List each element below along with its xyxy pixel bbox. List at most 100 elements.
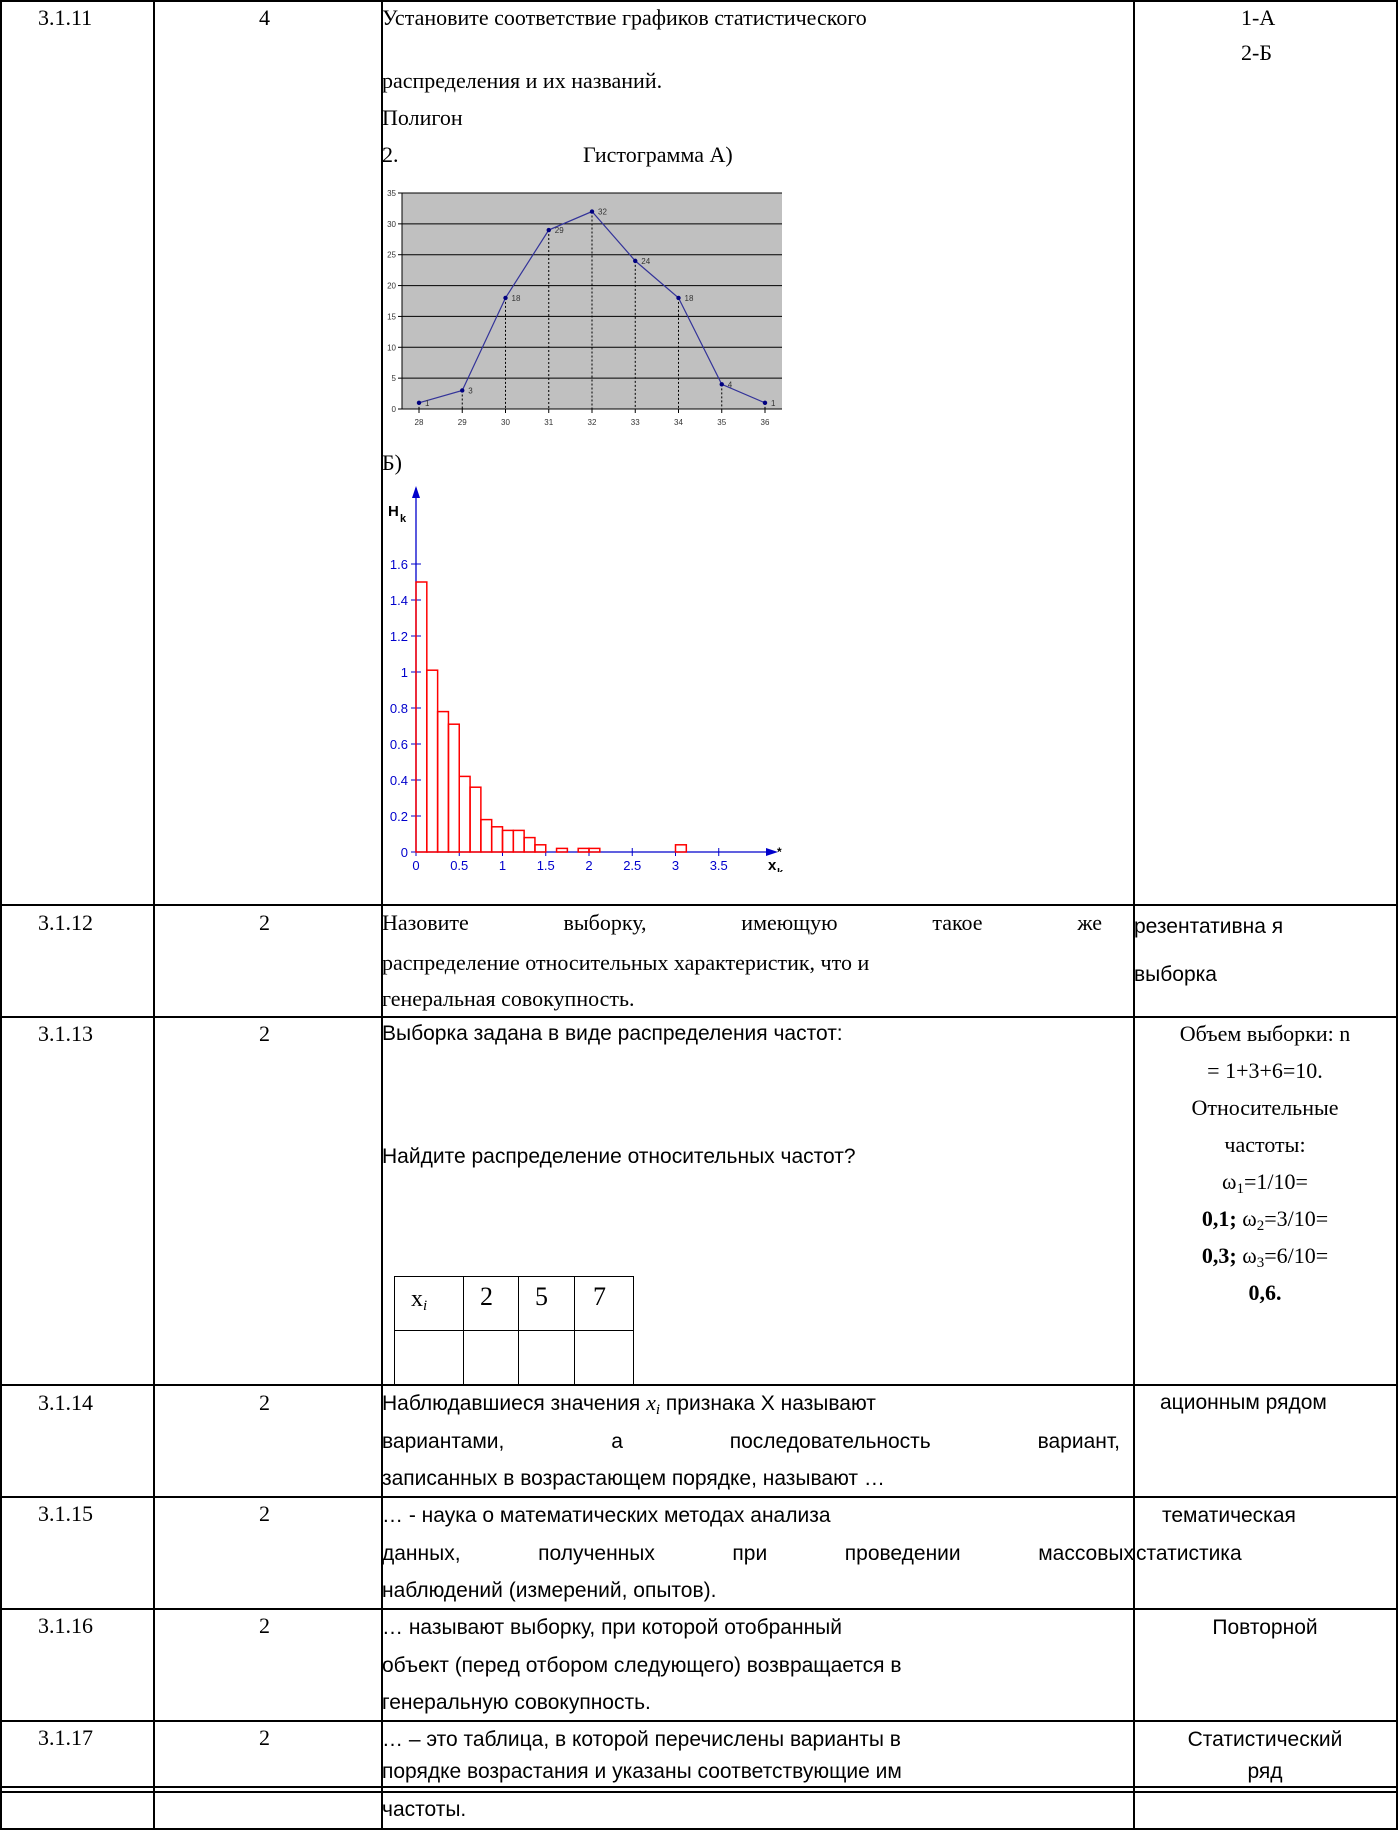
- question-line: Назовите выборку, имеющую такое же: [382, 910, 1102, 936]
- data-point: [720, 382, 724, 386]
- y-axis-arrow: [412, 486, 420, 498]
- data-point: [633, 259, 637, 263]
- histogram-bar: [448, 724, 459, 852]
- histogram-bar: [503, 830, 514, 852]
- y-tick-label: 5: [392, 374, 397, 383]
- question-line: наблюдений (измерений, опытов).: [382, 1578, 716, 1604]
- row-number: 3.1.13: [38, 1021, 93, 1047]
- question-line: Выборка задана в виде распределения част…: [382, 1021, 843, 1047]
- answer-line: резентативна я: [1134, 914, 1283, 940]
- question-line: частоты.: [382, 1797, 466, 1823]
- y-tick-label: 0.8: [390, 701, 408, 716]
- histogram-bar: [676, 845, 687, 852]
- histogram-bar: [416, 582, 427, 852]
- x-tick-label: 2: [585, 858, 592, 872]
- data-label: 18: [512, 294, 521, 303]
- question-line: Полигон: [382, 105, 463, 131]
- x-tick-label: 34: [674, 418, 683, 427]
- histogram-bar: [492, 827, 503, 852]
- histogram-bar: [535, 845, 546, 852]
- data-point: [763, 401, 767, 405]
- row-points: 2: [259, 1725, 270, 1751]
- answer-line: 1-А: [1241, 5, 1275, 31]
- answer-line: Относительные: [1134, 1095, 1396, 1121]
- answer-line: 0,3; ω3=6/10=: [1134, 1243, 1396, 1276]
- row-points: 2: [259, 1613, 270, 1639]
- frequency-table: xi 2 5 7: [394, 1276, 634, 1384]
- freq-value: 2: [480, 1284, 493, 1310]
- question-line: Найдите распределение относительных част…: [382, 1144, 856, 1170]
- data-label: 3: [468, 386, 473, 395]
- x-tick-label: 30: [501, 418, 510, 427]
- histogram-bar: [459, 776, 470, 852]
- answer-line: Статистический: [1134, 1727, 1396, 1753]
- grid-line: [0, 0, 1398, 2]
- row-points: 4: [259, 5, 270, 31]
- x-tick-label: 0.5: [450, 858, 468, 872]
- answer-line: частоты:: [1134, 1132, 1396, 1158]
- question-line: … – это таблица, в которой перечислены в…: [382, 1727, 901, 1753]
- data-point: [547, 228, 551, 232]
- y-axis-label: H: [388, 503, 399, 520]
- row-points: 2: [259, 1021, 270, 1047]
- y-tick-label: 0: [392, 405, 397, 414]
- grid-line: [0, 904, 1398, 906]
- row-points: 2: [259, 1390, 270, 1416]
- y-tick-label: 0.6: [390, 737, 408, 752]
- question-line: распределение относительных характеристи…: [382, 950, 869, 976]
- x-tick-label: 32: [588, 418, 597, 427]
- x-tick-label: 3: [672, 858, 679, 872]
- y-tick-label: 1.2: [390, 629, 408, 644]
- grid-line: [0, 0, 2, 1830]
- answer-line: выборка: [1134, 962, 1217, 988]
- data-point: [676, 296, 680, 300]
- data-point: [590, 209, 594, 213]
- question-line: порядке возрастания и указаны соответств…: [382, 1759, 902, 1785]
- histogram-bar: [513, 830, 524, 852]
- histogram-bar: [438, 712, 449, 852]
- chart-b-label: Б): [382, 450, 402, 476]
- y-tick-label: 0: [401, 845, 408, 860]
- grid-line: [0, 1016, 1398, 1018]
- answer-line: Объем выборки: n: [1134, 1021, 1396, 1047]
- row-points: 2: [259, 1501, 270, 1527]
- y-tick-label: 1: [401, 665, 408, 680]
- answer-line: ω1=1/10=: [1134, 1169, 1396, 1202]
- x-axis-label-sub: k: [777, 867, 784, 872]
- data-label: 18: [685, 294, 694, 303]
- x-tick-label: 33: [631, 418, 640, 427]
- answer-line: ряд: [1134, 1759, 1396, 1785]
- x-tick-label: 1: [499, 858, 506, 872]
- question-line: … называют выборку, при которой отобранн…: [382, 1615, 842, 1641]
- x-tick-label: 0: [412, 858, 419, 872]
- question-line: … - наука о математических методах анали…: [382, 1503, 831, 1529]
- y-tick-label: 0.4: [390, 773, 408, 788]
- question-line: 2.: [382, 142, 399, 168]
- data-label: 32: [598, 208, 607, 217]
- answer-line: = 1+3+6=10.: [1134, 1058, 1396, 1084]
- grid-line: [0, 1608, 1398, 1610]
- grid-line: [0, 1496, 1398, 1498]
- question-line: генеральную совокупность.: [382, 1690, 651, 1716]
- freq-value: 5: [535, 1284, 548, 1310]
- x-axis-label: x: [768, 857, 777, 872]
- y-tick-label: 30: [387, 220, 396, 229]
- x-axis-label-sup: *: [777, 845, 782, 859]
- histogram-bar: [557, 848, 568, 852]
- grid-line: [153, 0, 155, 1830]
- data-point: [417, 401, 421, 405]
- row-number: 3.1.14: [38, 1390, 93, 1416]
- x-tick-label: 36: [761, 418, 770, 427]
- x-tick-label: 35: [717, 418, 726, 427]
- question-line: Установите соответствие графиков статист…: [382, 5, 867, 31]
- answer-line: тематическая: [1162, 1503, 1296, 1529]
- histogram-bar: [470, 787, 481, 852]
- freq-value: 7: [593, 1284, 606, 1310]
- question-line: записанных в возрастающем порядке, назыв…: [382, 1466, 885, 1492]
- question-line: Наблюдавшиеся значения xi признака X наз…: [382, 1390, 876, 1423]
- answer-line: 2-Б: [1241, 40, 1272, 66]
- y-tick-label: 15: [387, 312, 396, 321]
- question-line: Гистограмма А): [583, 142, 733, 168]
- answer-line: Повторной: [1134, 1615, 1396, 1641]
- question-line: объект (перед отбором следующего) возвра…: [382, 1653, 901, 1679]
